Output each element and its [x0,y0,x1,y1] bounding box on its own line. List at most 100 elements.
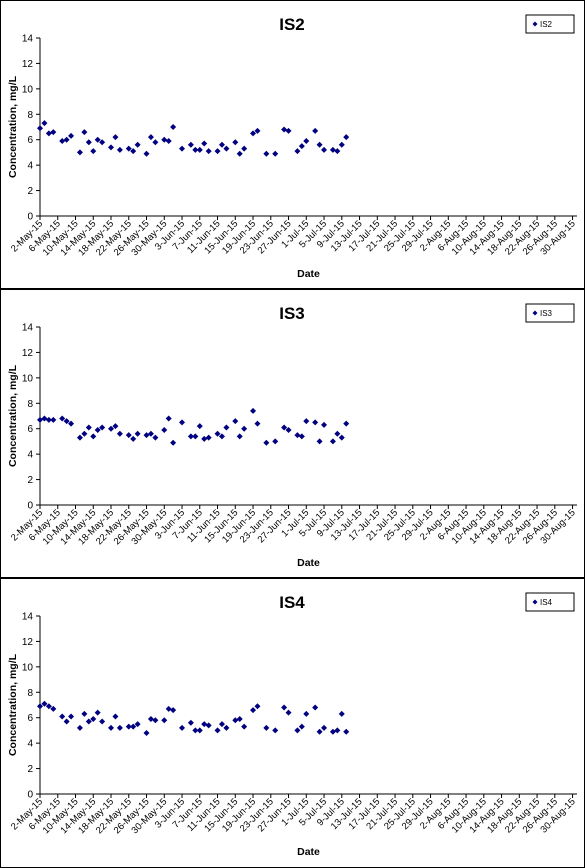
y-tick-label: 6 [27,424,33,435]
data-point [116,724,123,731]
data-point [94,709,101,716]
y-tick-label: 2 [27,475,33,486]
data-point [201,721,208,728]
y-tick-label: 6 [27,713,33,724]
y-tick-label: 6 [27,135,33,146]
data-point [281,704,288,711]
data-point [254,420,261,427]
y-tick-label: 10 [22,662,34,673]
data-point [312,704,319,711]
y-tick-label: 14 [22,612,34,623]
y-tick-label: 12 [22,637,34,648]
data-point [108,425,115,432]
data-point [196,727,203,734]
data-point [281,126,288,133]
data-point [338,141,345,148]
chart-panel-is4: IS4 0 2 4 6 8 10 12 14 Concentration, mg/L 2-May-1… [0,578,585,868]
y-tick-label: 0 [27,790,33,801]
data-point [232,717,239,724]
data-point [294,727,301,734]
data-point [334,430,341,437]
data-point [68,420,75,427]
data-point [196,146,203,153]
data-point [321,146,328,153]
data-point [343,728,350,735]
data-point [303,137,310,144]
legend-label: IS4 [540,598,553,607]
data-point [223,145,230,152]
data-point [179,419,186,426]
data-point [205,722,212,729]
y-axis-label: Concentration, mg/L [7,653,19,756]
data-point [241,723,248,730]
data-point [161,136,168,143]
data-point [236,715,243,722]
data-point [50,129,57,136]
data-point [312,127,319,134]
data-point [179,724,186,731]
y-axis-label: Concentration, mg/L [7,75,19,178]
data-point [321,421,328,428]
data-point [303,710,310,717]
data-point [130,435,137,442]
data-point [232,139,239,146]
data-point [99,139,106,146]
data-point [85,718,92,725]
data-point [321,724,328,731]
x-axis-label: Date [297,846,320,858]
data-point [250,130,257,137]
y-axis-label: Concentration, mg/L [7,364,19,467]
data-point [134,721,141,728]
data-point [223,724,230,731]
y-tick-label: 4 [27,161,33,172]
data-point [218,433,225,440]
data-point [338,710,345,717]
data-point [125,723,132,730]
data-point [179,145,186,152]
data-point [343,420,350,427]
data-point [94,426,101,433]
y-tick-label: 4 [27,450,33,461]
chart-title: IS2 [279,15,305,34]
legend-box [525,303,575,323]
legend-label: IS3 [540,309,553,318]
data-point [329,146,336,153]
data-point [192,727,199,734]
y-tick-label: 14 [22,34,34,45]
data-point [218,721,225,728]
data-point [272,150,279,157]
data-point [90,148,97,155]
y-tick-label: 10 [22,84,34,95]
data-point [334,727,341,734]
data-point [170,707,177,714]
data-point [63,136,70,143]
legend-marker [532,21,538,27]
data-point [143,432,150,439]
data-point [285,426,292,433]
data-point [161,717,168,724]
legend-marker [532,310,538,316]
data-point [165,415,172,422]
legend-marker [532,599,538,605]
y-tick-label: 12 [22,59,34,70]
data-point [41,700,48,707]
data-point [134,430,141,437]
data-point [285,127,292,134]
data-point [143,729,150,736]
data-point [343,134,350,141]
data-point [232,418,239,425]
y-tick-label: 8 [27,399,33,410]
data-point [165,705,172,712]
y-tick-label: 8 [27,688,33,699]
data-point [116,430,123,437]
data-point [294,432,301,439]
y-tick-label: 12 [22,348,34,359]
data-point [272,727,279,734]
data-point [294,148,301,155]
data-point [152,717,159,724]
data-point [281,424,288,431]
data-point [161,426,168,433]
data-point [59,713,66,720]
data-point [218,141,225,148]
data-point [250,407,257,414]
